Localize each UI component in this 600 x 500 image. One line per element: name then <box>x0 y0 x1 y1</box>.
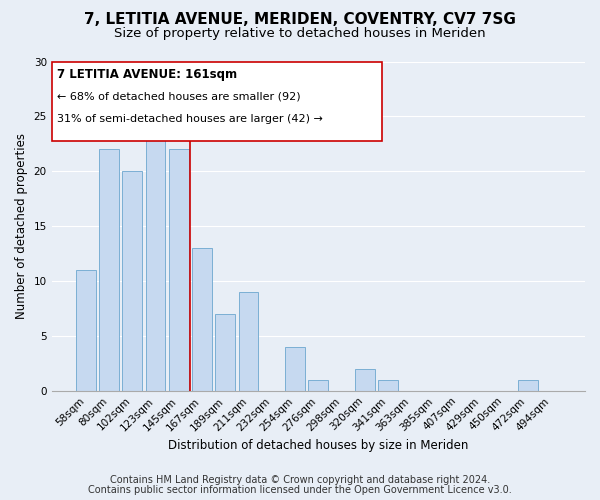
Text: Size of property relative to detached houses in Meriden: Size of property relative to detached ho… <box>114 28 486 40</box>
Y-axis label: Number of detached properties: Number of detached properties <box>15 133 28 319</box>
Bar <box>99 150 119 391</box>
Bar <box>192 248 212 391</box>
Bar <box>518 380 538 391</box>
Text: 7, LETITIA AVENUE, MERIDEN, COVENTRY, CV7 7SG: 7, LETITIA AVENUE, MERIDEN, COVENTRY, CV… <box>84 12 516 28</box>
Text: ← 68% of detached houses are smaller (92): ← 68% of detached houses are smaller (92… <box>57 91 301 101</box>
Bar <box>308 380 328 391</box>
Text: 31% of semi-detached houses are larger (42) →: 31% of semi-detached houses are larger (… <box>57 114 323 124</box>
Text: 7 LETITIA AVENUE: 161sqm: 7 LETITIA AVENUE: 161sqm <box>57 68 237 81</box>
Text: Contains HM Land Registry data © Crown copyright and database right 2024.: Contains HM Land Registry data © Crown c… <box>110 475 490 485</box>
X-axis label: Distribution of detached houses by size in Meriden: Distribution of detached houses by size … <box>168 440 469 452</box>
Bar <box>239 292 259 391</box>
Bar <box>122 172 142 391</box>
Text: Contains public sector information licensed under the Open Government Licence v3: Contains public sector information licen… <box>88 485 512 495</box>
Bar <box>169 150 188 391</box>
Bar <box>285 347 305 391</box>
Bar <box>378 380 398 391</box>
Bar <box>146 128 166 391</box>
Bar <box>355 369 375 391</box>
FancyBboxPatch shape <box>52 62 382 140</box>
Bar <box>215 314 235 391</box>
Bar <box>76 270 95 391</box>
